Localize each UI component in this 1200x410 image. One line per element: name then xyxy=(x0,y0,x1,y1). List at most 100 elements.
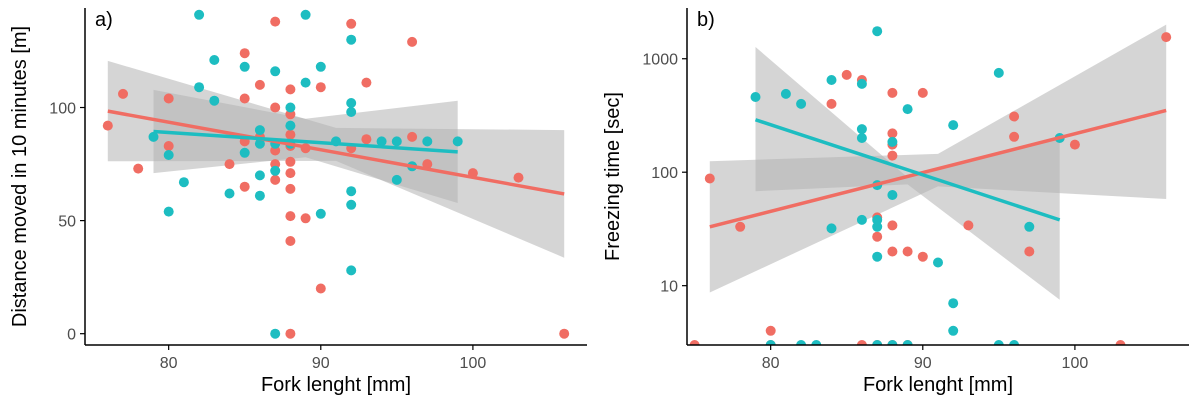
data-point-cyan xyxy=(300,9,311,20)
fit-line-cyan xyxy=(754,118,1061,222)
data-point-red xyxy=(689,340,700,345)
data-point-cyan xyxy=(452,136,463,147)
data-point-red xyxy=(1009,111,1020,122)
y-tick-label: 100 xyxy=(651,165,678,182)
plot-area xyxy=(689,24,1172,345)
data-point-cyan xyxy=(993,340,1004,345)
data-point-cyan xyxy=(856,78,867,89)
data-point-red xyxy=(917,87,928,98)
data-point-cyan xyxy=(254,190,265,201)
data-point-cyan xyxy=(300,77,311,88)
data-point-cyan xyxy=(750,92,761,102)
data-point-red xyxy=(407,131,418,142)
data-point-red xyxy=(1161,32,1172,43)
data-point-red xyxy=(704,173,715,184)
data-point-red xyxy=(315,283,326,294)
y-tick-label: 10 xyxy=(660,279,678,296)
data-point-cyan xyxy=(315,208,326,219)
data-point-red xyxy=(1009,131,1020,142)
y-axis-title: Distance moved in 10 minutes [m] xyxy=(9,26,31,327)
data-point-cyan xyxy=(315,61,326,72)
data-point-red xyxy=(765,325,776,336)
data-point-cyan xyxy=(346,199,357,210)
data-point-red xyxy=(239,93,250,104)
data-point-red xyxy=(887,128,898,139)
data-point-cyan xyxy=(887,190,898,200)
data-point-cyan xyxy=(856,124,867,135)
y-tick-label: 0 xyxy=(67,327,76,344)
data-point-cyan xyxy=(948,325,959,336)
data-point-cyan xyxy=(765,340,776,345)
plot-area xyxy=(102,9,570,339)
data-point-red xyxy=(285,84,296,95)
data-point-red xyxy=(102,120,113,131)
data-point-cyan xyxy=(346,98,357,108)
data-point-red xyxy=(887,246,898,257)
data-point-red xyxy=(963,220,974,231)
data-point-red xyxy=(872,231,883,242)
data-point-cyan xyxy=(391,174,402,185)
data-point-cyan xyxy=(933,257,943,268)
data-point-cyan xyxy=(254,170,265,181)
x-tick-label: 100 xyxy=(1062,355,1089,372)
data-point-cyan xyxy=(346,34,357,45)
panel-label: a) xyxy=(95,9,113,31)
data-point-cyan xyxy=(285,102,296,113)
data-point-cyan xyxy=(239,147,250,158)
data-point-red xyxy=(285,168,296,179)
data-point-cyan xyxy=(1009,340,1020,345)
data-point-red xyxy=(917,251,928,262)
data-point-red xyxy=(361,134,372,145)
data-point-red xyxy=(361,77,372,88)
x-axis-title: Fork lenght [mm] xyxy=(261,374,411,396)
data-point-cyan xyxy=(163,206,174,217)
data-point-cyan xyxy=(826,75,837,85)
x-tick-label: 100 xyxy=(460,355,487,372)
data-point-red xyxy=(887,150,898,161)
data-point-cyan xyxy=(948,120,959,131)
data-point-red xyxy=(270,174,281,185)
data-point-red xyxy=(285,328,296,339)
data-point-cyan xyxy=(209,55,220,65)
data-point-red xyxy=(735,221,746,232)
data-point-red xyxy=(1069,139,1080,150)
x-tick-label: 80 xyxy=(160,355,178,372)
data-point-cyan xyxy=(948,298,959,309)
data-point-cyan xyxy=(254,125,265,136)
data-point-cyan xyxy=(887,136,898,147)
panel-label: b) xyxy=(697,9,715,31)
panel-b: 80 90 100 10 100 1000 Fork lenght [mm] Freezing… xyxy=(602,8,1189,396)
data-point-cyan xyxy=(178,177,189,188)
x-axis-title: Fork lenght [mm] xyxy=(863,374,1013,396)
data-point-red xyxy=(285,211,296,222)
data-point-cyan xyxy=(422,136,433,147)
fit-line-cyan xyxy=(153,129,458,154)
data-point-red xyxy=(315,82,326,93)
data-point-cyan xyxy=(194,9,205,20)
data-point-red xyxy=(902,246,913,257)
data-point-red xyxy=(559,328,570,339)
panel-a: 80 90 100 0 50 100 Fork lenght [mm] Distance mo… xyxy=(9,8,587,396)
data-point-cyan xyxy=(346,265,357,276)
data-point-red xyxy=(1024,246,1035,257)
data-point-cyan xyxy=(993,67,1004,78)
data-point-red xyxy=(300,213,311,224)
data-point-red xyxy=(118,88,128,99)
data-point-red xyxy=(239,48,250,59)
data-point-red xyxy=(163,93,174,104)
data-point-cyan xyxy=(811,340,822,345)
data-point-red xyxy=(826,98,837,109)
data-point-cyan xyxy=(856,214,867,225)
data-point-red xyxy=(285,236,296,246)
x-tick-label: 90 xyxy=(312,355,330,372)
confidence-band-cyan xyxy=(755,47,1060,300)
data-point-cyan xyxy=(270,66,281,77)
data-point-red xyxy=(841,69,852,80)
data-point-cyan xyxy=(780,88,791,99)
data-point-cyan xyxy=(856,133,867,143)
y-tick-label: 50 xyxy=(58,214,76,231)
data-point-red xyxy=(887,87,898,98)
data-point-cyan xyxy=(887,340,898,345)
data-point-cyan xyxy=(902,340,913,345)
